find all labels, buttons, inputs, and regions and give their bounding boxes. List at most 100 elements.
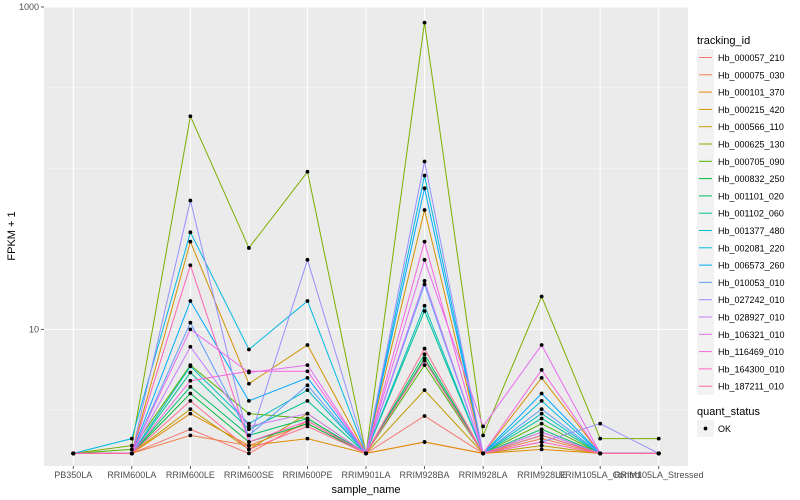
data-point	[305, 383, 310, 388]
shape-legend-label: OK	[718, 424, 731, 434]
data-point	[539, 391, 544, 396]
legend-label: Hb_164300_010	[718, 364, 785, 374]
legend-label: Hb_001101_020	[718, 191, 784, 201]
data-point	[305, 257, 310, 262]
legend-label: Hb_000057_210	[718, 53, 785, 63]
data-point	[422, 159, 427, 164]
data-point	[539, 375, 544, 380]
data-point	[305, 419, 310, 423]
data-point	[539, 294, 544, 299]
data-point	[539, 436, 544, 441]
data-point	[422, 346, 427, 351]
shape-legend-point	[703, 426, 708, 431]
data-point	[247, 421, 251, 426]
legend-label: Hb_000625_130	[718, 140, 785, 150]
legend-label: Hb_000566_110	[718, 122, 784, 132]
data-point	[539, 421, 544, 426]
data-point	[539, 416, 544, 421]
legend-label: Hb_002081_220	[718, 243, 785, 253]
legend-label: Hb_028927_010	[718, 313, 785, 323]
y-axis-ticks: 10 1000	[19, 2, 44, 334]
data-point	[305, 398, 310, 403]
data-point	[539, 398, 544, 403]
data-point	[247, 246, 251, 250]
data-point	[247, 411, 251, 416]
data-point	[598, 421, 603, 426]
data-point	[539, 407, 544, 412]
data-point	[188, 384, 193, 389]
data-point	[305, 343, 310, 347]
legend-label: Hb_000101_370	[718, 88, 785, 98]
y-tick-label: 1000	[19, 2, 39, 12]
data-point	[598, 451, 603, 456]
data-point	[188, 433, 193, 438]
x-tick-label: RRIM928BA	[400, 470, 450, 480]
x-tick-label: RRIM600LE	[166, 470, 215, 480]
data-point	[188, 398, 193, 403]
data-point	[422, 309, 427, 313]
data-point	[539, 411, 544, 416]
shape-legend-items: OK	[697, 420, 731, 437]
legend-label: Hb_001102_060	[718, 209, 784, 219]
legend-label: Hb_116469_010	[718, 347, 784, 357]
data-point	[247, 451, 251, 456]
data-point	[422, 257, 427, 262]
data-point	[305, 369, 310, 374]
data-point	[539, 368, 544, 372]
legend-label: Hb_010053_010	[718, 278, 785, 288]
data-point	[129, 436, 134, 441]
shape-legend-title: quant_status	[697, 406, 760, 418]
data-point	[481, 451, 485, 456]
data-point	[188, 370, 193, 375]
series-points	[71, 20, 661, 456]
data-point	[247, 347, 251, 352]
data-point	[247, 381, 251, 386]
x-tick-label: RRIM600LA	[107, 470, 156, 480]
data-point	[305, 363, 310, 368]
data-point	[247, 447, 251, 452]
data-point	[305, 375, 310, 380]
data-point	[539, 343, 544, 347]
data-point	[364, 451, 368, 456]
legend-label: Hb_106321_010	[718, 330, 785, 340]
legend: tracking_id Hb_000057_210 Hb_000075_030 Hb…	[697, 35, 785, 437]
data-point	[539, 443, 544, 448]
legend-title: tracking_id	[697, 35, 750, 47]
data-point	[188, 391, 193, 396]
data-point	[539, 440, 544, 444]
data-point	[305, 424, 310, 429]
data-point	[247, 440, 251, 444]
x-axis-ticks: PB350LA RRIM600LA RRIM600LE RRIM600SE RRIM60…	[54, 466, 704, 480]
x-tick-label: RRIM600SE	[224, 470, 274, 480]
x-tick-label: RRIM928LE	[517, 470, 566, 480]
x-tick-label: RRIM600PE	[282, 470, 332, 480]
data-point	[598, 436, 603, 441]
data-point	[422, 363, 427, 368]
data-point	[247, 427, 251, 432]
legend-label: Hb_027242_010	[718, 295, 785, 305]
legend-label: Hb_187211_010	[718, 382, 784, 392]
data-point	[305, 411, 310, 416]
data-point	[481, 433, 485, 438]
data-point	[188, 407, 193, 412]
data-point	[188, 198, 193, 203]
data-point	[539, 427, 544, 432]
data-point	[188, 364, 193, 369]
legend-label: Hb_000075_030	[718, 70, 785, 80]
data-point	[71, 451, 76, 456]
data-point	[305, 436, 310, 441]
x-tick-label: RRIM901LA	[341, 470, 390, 480]
data-point	[129, 443, 134, 448]
legend-label: Hb_000705_090	[718, 157, 785, 167]
data-point	[422, 303, 427, 308]
data-point	[422, 278, 427, 283]
data-point	[422, 440, 427, 444]
data-point	[305, 169, 310, 174]
data-point	[247, 369, 251, 374]
y-tick-label: 10	[29, 324, 39, 334]
x-tick-label: RRIM928LA	[459, 470, 508, 480]
legend-label: Hb_006573_260	[718, 261, 785, 271]
x-tick-label: PB350LA	[54, 470, 92, 480]
data-point	[422, 208, 427, 212]
